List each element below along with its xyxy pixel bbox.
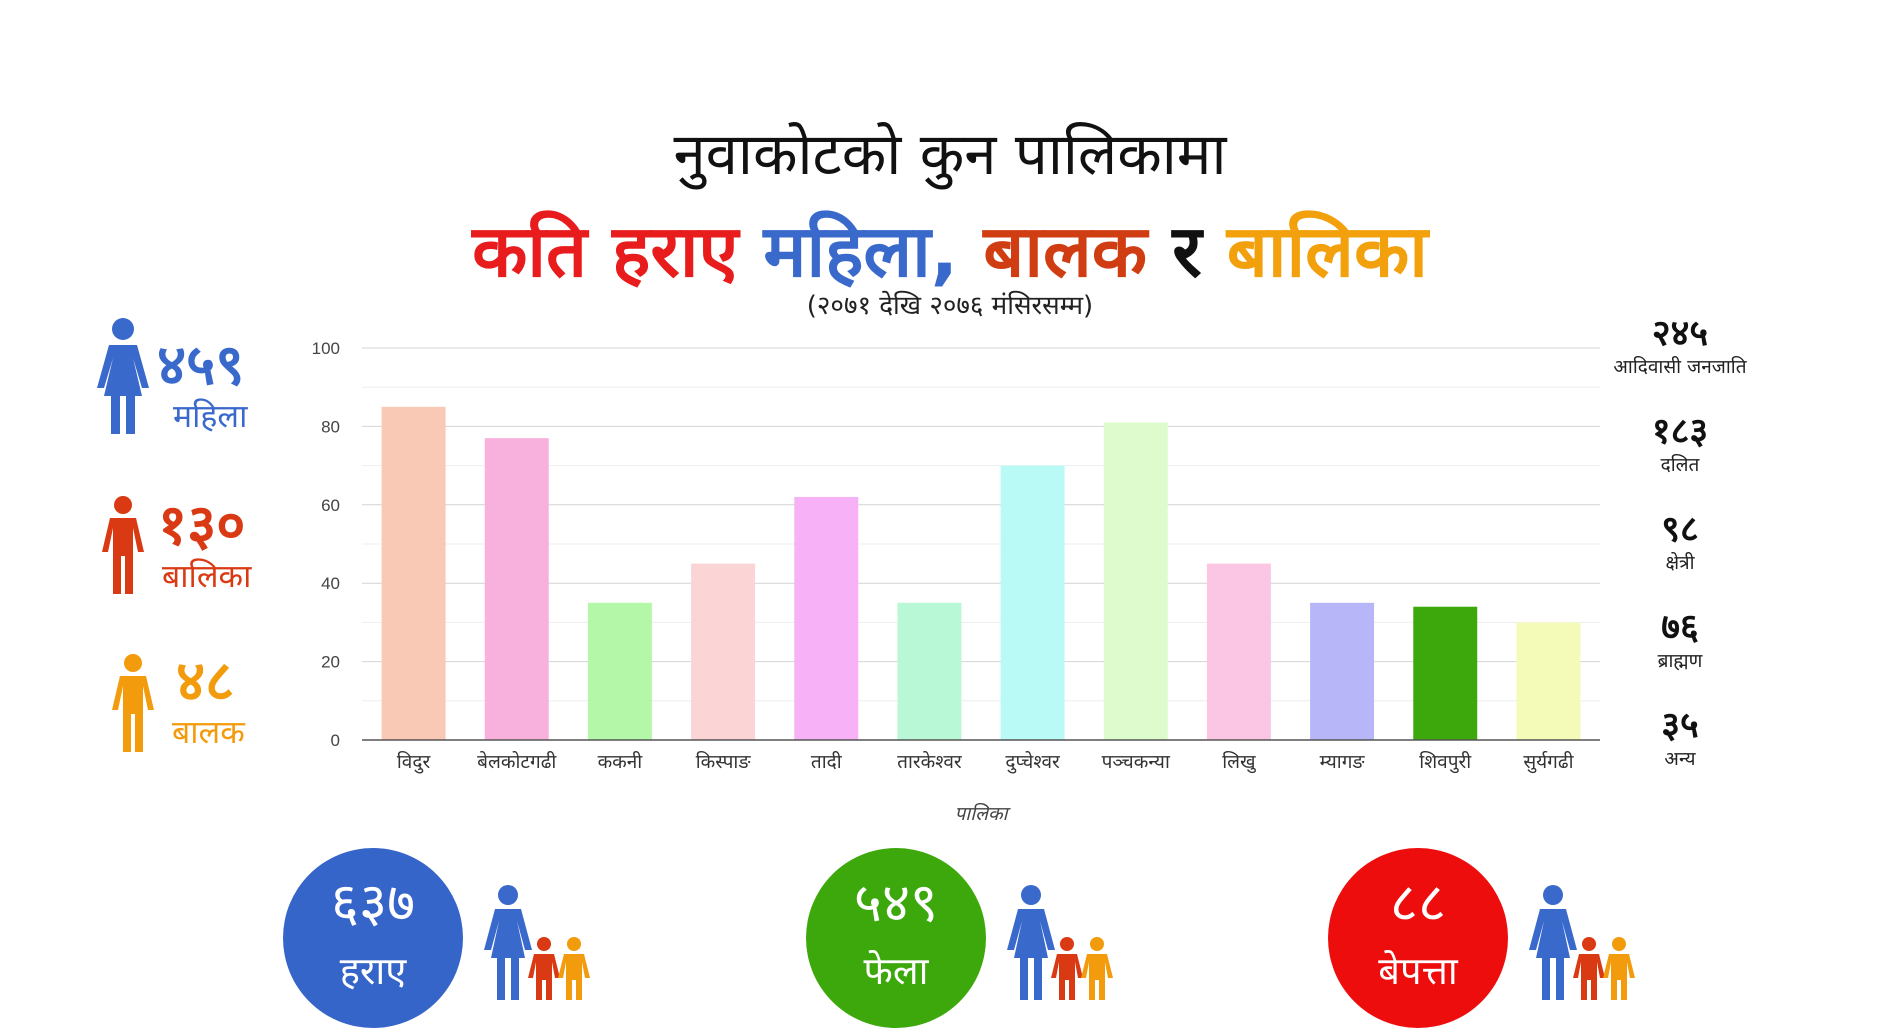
x-axis-label: पालिका: [954, 802, 1011, 825]
caste-label: अन्य: [1664, 748, 1696, 770]
bar: [794, 496, 859, 740]
x-tick-label: विदुर: [397, 750, 432, 774]
caste-count: १८३: [1651, 411, 1709, 452]
girls-label: बालिका: [162, 557, 252, 595]
bar: [1413, 606, 1478, 740]
total-untraced-label: बेपत्ता: [1378, 949, 1458, 993]
caste-item: ३५ अन्य: [1580, 708, 1780, 769]
x-tick-label: बेलकोटगढी: [477, 750, 557, 773]
bar: [1206, 563, 1271, 740]
boys-label: बालक: [172, 713, 245, 751]
girls-count: १३०: [158, 493, 246, 558]
family-icon: [1529, 885, 1635, 1000]
caste-count: ७६: [1661, 607, 1699, 648]
total-missing-label: हराए: [339, 949, 407, 993]
total-untraced-count: ८८: [1389, 871, 1447, 934]
y-tick-label: 40: [321, 574, 340, 593]
legend-girls: १३० बालिका: [100, 492, 280, 602]
bar: [587, 602, 652, 740]
bar: [484, 438, 549, 740]
women-label: महिला: [173, 397, 248, 435]
bar: [1310, 602, 1375, 740]
x-tick-label: दुप्चेश्वर: [1005, 750, 1061, 774]
total-untraced-circle: ८८ बेपत्ता: [1328, 848, 1508, 1028]
title-word: बालक: [983, 209, 1148, 293]
title-word: महिला,: [763, 209, 959, 293]
chart-title: नुवाकोटको कुन पालिकामा: [673, 120, 1227, 188]
total-missing-count: ६३७: [330, 871, 416, 934]
total-found-circle: ५४९ फेला: [806, 848, 986, 1028]
legend-women: ४५९ महिला: [95, 318, 275, 438]
caste-label: ब्राह्मण: [1657, 650, 1703, 672]
legend-boys: ४८ बालक: [110, 650, 290, 760]
caste-item: ९८ क्षेत्री: [1580, 512, 1780, 573]
x-tick-label: तादी: [811, 750, 843, 773]
x-tick-label: ककनी: [598, 750, 644, 773]
title-word: बालिका: [1226, 209, 1428, 293]
x-tick-label: म्यागङ: [1320, 751, 1366, 773]
woman-icon: [97, 318, 149, 434]
bar: [1103, 422, 1168, 740]
bar: [1516, 622, 1581, 740]
x-tick-label: सुर्यगढी: [1523, 750, 1574, 774]
caste-item: २४५ आदिवासी जनजाति: [1580, 316, 1780, 377]
x-tick-label: लिखु: [1222, 750, 1256, 774]
x-tick-label: तारकेश्वर: [897, 750, 963, 773]
chart-subtitle: कति हराए महिला, बालक र बालिका: [0, 200, 1900, 298]
y-tick-label: 0: [331, 731, 340, 750]
boys-count: ४८: [176, 649, 235, 714]
bar: [381, 406, 446, 740]
women-count: ४५९: [157, 333, 245, 398]
family-icon: [1007, 885, 1113, 1000]
bar: [691, 563, 756, 740]
bar-chart: 0 20 40 60 80 100 विदुर बेलकोटगढी ककनी किस्पाङ ताद…: [312, 339, 1600, 825]
x-tick-label: किस्पाङ: [696, 750, 752, 773]
y-tick-label: 60: [321, 496, 340, 515]
y-tick-label: 20: [321, 653, 340, 672]
caste-count: ३५: [1661, 705, 1699, 746]
caste-label: दलित: [1660, 454, 1700, 476]
caste-count: २४५: [1651, 313, 1709, 354]
family-icon: [484, 885, 590, 1000]
girl-icon: [102, 496, 144, 594]
y-tick-label: 100: [312, 339, 340, 358]
bar: [897, 602, 962, 740]
total-found-label: फेला: [863, 949, 929, 993]
caste-item: ७६ ब्राह्मण: [1580, 610, 1780, 671]
bar: [1000, 465, 1065, 740]
x-tick-label: शिवपुरी: [1419, 750, 1472, 774]
caste-label: आदिवासी जनजाति: [1613, 356, 1747, 378]
title-word: कति हराए: [472, 209, 739, 293]
title-word: र: [1172, 209, 1202, 293]
total-found-count: ५४९: [853, 871, 939, 934]
total-missing-circle: ६३७ हराए: [283, 848, 463, 1028]
caste-item: १८३ दलित: [1580, 414, 1780, 475]
boy-icon: [112, 654, 154, 752]
date-range: (२०७१ देखि २०७६ मंसिरसम्म): [806, 291, 1094, 321]
x-tick-label: पञ्चकन्या: [1102, 751, 1171, 773]
caste-count: ९८: [1661, 509, 1699, 550]
caste-label: क्षेत्री: [1665, 552, 1695, 574]
y-tick-label: 80: [321, 417, 340, 436]
